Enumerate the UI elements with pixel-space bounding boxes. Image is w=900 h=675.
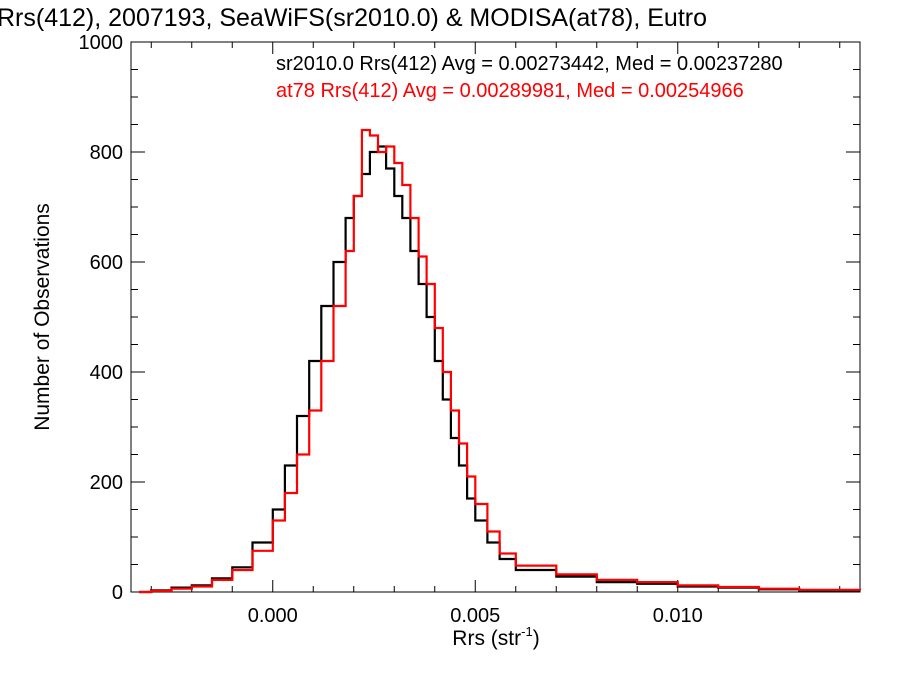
x-axis-label-main: Rrs (str (452, 627, 521, 650)
y-tick-label: 0 (112, 582, 123, 604)
chart-title: Rrs(412), 2007193, SeaWiFS(sr2010.0) & M… (0, 4, 707, 32)
x-axis-label: Rrs (str-1) (452, 624, 539, 650)
y-tick-label: 600 (90, 252, 123, 274)
y-tick-label: 400 (90, 362, 123, 384)
axis-ticks: 0.000 0.005 0.010 0 200 400 600 800 1000 (79, 32, 860, 627)
y-tick-label: 200 (90, 472, 123, 494)
histogram-series-1 (139, 128, 862, 594)
plot-frame (130, 41, 861, 593)
series-stat-label-at78: at78 Rrs(412) Avg = 0.00289981, Med = 0.… (276, 80, 744, 102)
series-stat-label-sr2010: sr2010.0 Rrs(412) Avg = 0.00273442, Med … (276, 53, 783, 75)
x-tick-label: 0.005 (450, 605, 500, 627)
y-axis-label: Number of Observations (31, 203, 54, 431)
histogram-series-0 (139, 145, 860, 594)
x-tick-label: 0.000 (248, 605, 298, 627)
y-tick-label: 800 (90, 142, 123, 164)
series-group (139, 128, 862, 594)
x-tick-label: 0.010 (653, 605, 703, 627)
x-axis-label-end: ) (533, 627, 540, 650)
x-axis-label-superscript: -1 (521, 624, 533, 639)
y-tick-label: 1000 (79, 32, 124, 54)
